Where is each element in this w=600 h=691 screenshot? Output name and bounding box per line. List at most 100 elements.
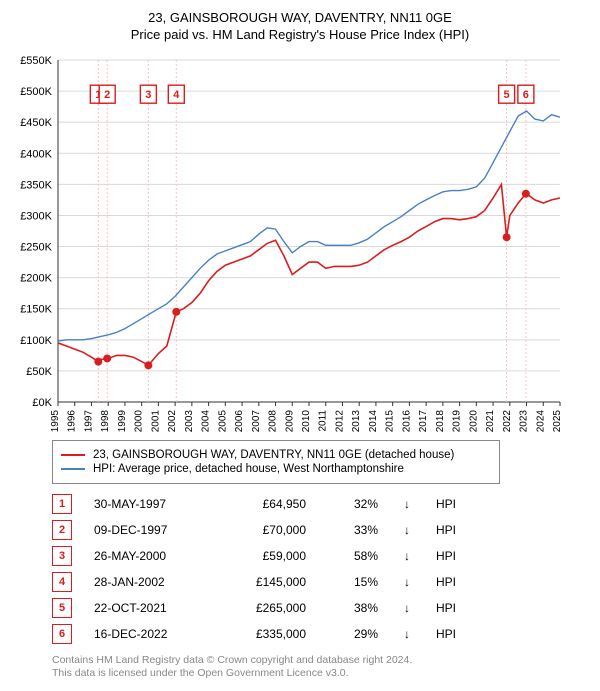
transaction-date: 22-OCT-2021 xyxy=(94,601,204,615)
svg-text:£500K: £500K xyxy=(20,86,52,98)
svg-text:£300K: £300K xyxy=(20,210,52,222)
svg-text:3: 3 xyxy=(145,89,151,101)
transaction-date: 26-MAY-2000 xyxy=(94,549,204,563)
down-arrow-icon: ↓ xyxy=(400,549,414,563)
svg-text:2: 2 xyxy=(104,89,110,101)
svg-text:£550K: £550K xyxy=(20,55,52,67)
svg-text:2011: 2011 xyxy=(318,409,329,431)
transaction-badge: 3 xyxy=(52,546,72,566)
legend-swatch xyxy=(61,454,85,456)
transaction-date: 30-MAY-1997 xyxy=(94,497,204,511)
svg-text:1995: 1995 xyxy=(50,409,61,431)
svg-text:2009: 2009 xyxy=(284,409,295,431)
svg-text:£250K: £250K xyxy=(20,241,52,253)
transaction-row: 3 26-MAY-2000 £59,000 58% ↓ HPI xyxy=(52,546,590,566)
svg-text:2007: 2007 xyxy=(251,409,262,431)
down-arrow-icon: ↓ xyxy=(400,523,414,537)
svg-text:2003: 2003 xyxy=(184,409,195,431)
transaction-date: 09-DEC-1997 xyxy=(94,523,204,537)
svg-text:4: 4 xyxy=(173,89,180,101)
transaction-pct: 15% xyxy=(328,575,378,589)
svg-text:2000: 2000 xyxy=(134,409,145,431)
transaction-price: £59,000 xyxy=(226,549,306,563)
svg-text:2016: 2016 xyxy=(401,409,412,431)
svg-text:2010: 2010 xyxy=(301,409,312,431)
legend-label: 23, GAINSBOROUGH WAY, DAVENTRY, NN11 0GE… xyxy=(93,449,454,461)
transaction-pct: 32% xyxy=(328,497,378,511)
footer-line-2: This data is licensed under the Open Gov… xyxy=(52,667,590,681)
down-arrow-icon: ↓ xyxy=(400,497,414,511)
transaction-pct: 33% xyxy=(328,523,378,537)
chart-title-block: 23, GAINSBOROUGH WAY, DAVENTRY, NN11 0GE… xyxy=(10,10,590,44)
svg-text:2005: 2005 xyxy=(217,409,228,431)
footer-attribution: Contains HM Land Registry data © Crown c… xyxy=(52,654,590,681)
svg-text:2006: 2006 xyxy=(234,409,245,431)
svg-text:1996: 1996 xyxy=(67,409,78,431)
down-arrow-icon: ↓ xyxy=(400,575,414,589)
svg-text:2017: 2017 xyxy=(418,409,429,431)
svg-text:1999: 1999 xyxy=(117,409,128,431)
svg-text:2018: 2018 xyxy=(435,409,446,431)
svg-text:£100K: £100K xyxy=(20,335,52,347)
svg-text:2008: 2008 xyxy=(268,409,279,431)
line-chart: £0K£50K£100K£150K£200K£250K£300K£350K£40… xyxy=(10,52,570,432)
transaction-row: 6 16-DEC-2022 £335,000 29% ↓ HPI xyxy=(52,624,590,644)
svg-text:2014: 2014 xyxy=(368,409,379,431)
transaction-row: 5 22-OCT-2021 £265,000 38% ↓ HPI xyxy=(52,598,590,618)
transaction-date: 16-DEC-2022 xyxy=(94,627,204,641)
svg-text:2002: 2002 xyxy=(167,409,178,431)
transaction-price: £265,000 xyxy=(226,601,306,615)
legend-row: 23, GAINSBOROUGH WAY, DAVENTRY, NN11 0GE… xyxy=(61,449,491,461)
svg-text:2021: 2021 xyxy=(485,409,496,431)
svg-text:1997: 1997 xyxy=(83,409,94,431)
svg-text:2012: 2012 xyxy=(334,409,345,431)
svg-text:2022: 2022 xyxy=(502,409,513,431)
svg-text:2025: 2025 xyxy=(552,409,563,431)
legend-swatch xyxy=(61,468,85,470)
svg-text:£200K: £200K xyxy=(20,272,52,284)
transaction-suffix: HPI xyxy=(436,627,456,641)
svg-text:£150K: £150K xyxy=(20,304,52,316)
transaction-suffix: HPI xyxy=(436,549,456,563)
svg-text:5: 5 xyxy=(504,89,510,101)
svg-text:2013: 2013 xyxy=(351,409,362,431)
down-arrow-icon: ↓ xyxy=(400,601,414,615)
transaction-price: £64,950 xyxy=(226,497,306,511)
svg-text:2024: 2024 xyxy=(535,409,546,431)
svg-text:6: 6 xyxy=(523,89,529,101)
transaction-pct: 58% xyxy=(328,549,378,563)
title-line-2: Price paid vs. HM Land Registry's House … xyxy=(10,27,590,44)
transaction-price: £145,000 xyxy=(226,575,306,589)
svg-text:£0K: £0K xyxy=(32,397,52,409)
transaction-price: £335,000 xyxy=(226,627,306,641)
transaction-badge: 2 xyxy=(52,520,72,540)
down-arrow-icon: ↓ xyxy=(400,627,414,641)
svg-text:£50K: £50K xyxy=(26,366,52,378)
svg-text:2019: 2019 xyxy=(452,409,463,431)
transaction-date: 28-JAN-2002 xyxy=(94,575,204,589)
transaction-suffix: HPI xyxy=(436,575,456,589)
transaction-badge: 1 xyxy=(52,494,72,514)
svg-text:2001: 2001 xyxy=(150,409,161,431)
svg-text:2020: 2020 xyxy=(468,409,479,431)
transaction-suffix: HPI xyxy=(436,601,456,615)
svg-text:£450K: £450K xyxy=(20,117,52,129)
transaction-badge: 6 xyxy=(52,624,72,644)
transaction-pct: 29% xyxy=(328,627,378,641)
svg-text:£350K: £350K xyxy=(20,179,52,191)
transaction-suffix: HPI xyxy=(436,523,456,537)
legend-label: HPI: Average price, detached house, West… xyxy=(93,463,404,475)
transaction-badge: 4 xyxy=(52,572,72,592)
transaction-suffix: HPI xyxy=(436,497,456,511)
svg-text:2015: 2015 xyxy=(385,409,396,431)
transaction-row: 1 30-MAY-1997 £64,950 32% ↓ HPI xyxy=(52,494,590,514)
transaction-pct: 38% xyxy=(328,601,378,615)
transaction-badge: 5 xyxy=(52,598,72,618)
transactions-table: 1 30-MAY-1997 £64,950 32% ↓ HPI 2 09-DEC-1997 £7… xyxy=(52,494,590,644)
legend-box: 23, GAINSBOROUGH WAY, DAVENTRY, NN11 0GE… xyxy=(52,440,500,484)
transaction-row: 4 28-JAN-2002 £145,000 15% ↓ HPI xyxy=(52,572,590,592)
transaction-price: £70,000 xyxy=(226,523,306,537)
footer-line-1: Contains HM Land Registry data © Crown c… xyxy=(52,654,590,668)
svg-text:1998: 1998 xyxy=(100,409,111,431)
transaction-row: 2 09-DEC-1997 £70,000 33% ↓ HPI xyxy=(52,520,590,540)
